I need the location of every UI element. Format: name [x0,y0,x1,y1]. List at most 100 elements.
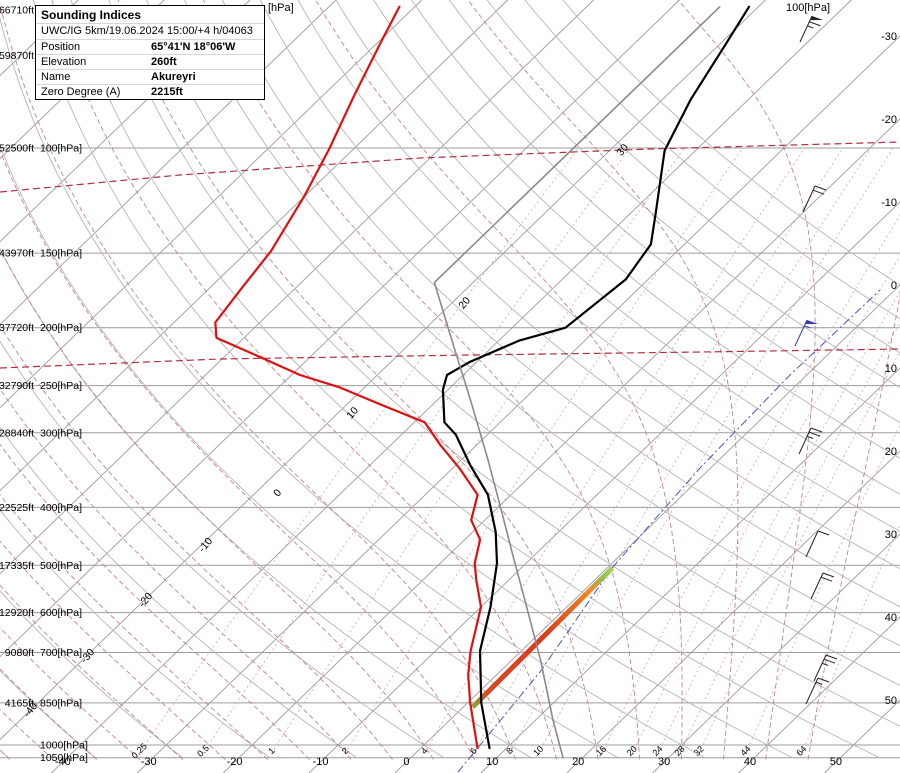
pressure-label: 100[hPa] [40,143,82,155]
barb-full-tick [817,530,830,536]
barb-full-tick [820,576,833,582]
moist-adiabat-line [315,0,683,760]
bottom-temp-label: 50 [830,756,842,768]
mixing-ratio-line [743,424,900,759]
altitude-label: 4165ft [5,697,34,709]
dry-adiabat-line [448,0,900,389]
dry-adiabat-line [486,0,900,354]
wind-barb [802,185,827,213]
mixing-ratio-label: 10 [531,744,545,758]
right-temp-label: 50 [885,695,897,707]
wind-barb [805,677,830,705]
isotherm-line [394,284,900,773]
isotherm-line [0,0,594,575]
barb-flag [810,16,823,21]
mixing-ratio-line [677,321,900,759]
wind-barb [813,654,838,682]
mixing-ratio-line [268,147,685,759]
right-temp-label: 10 [885,363,897,375]
barb-full-tick [823,658,836,664]
isotherm-line [0,0,423,409]
pressure-label: 850[hPa] [40,697,82,709]
aux-blue-line [457,289,881,773]
row-label: Zero Degree (A) [41,86,121,98]
aux-dashed-curve [0,348,900,369]
barb-half-tick [821,662,829,666]
dry-adiabat-line [108,0,900,727]
adiabat-label: -10 [196,535,215,554]
pressure-label: 400[hPa] [40,502,82,514]
barb-full-tick [817,677,830,683]
mixing-ratio-line [341,147,744,759]
panel-row-name: Name Akureyri [36,69,264,84]
barb-shaft [805,530,819,558]
barb-shaft [802,185,816,213]
row-label: Elevation [41,56,87,68]
mixing-ratio-line [598,214,900,759]
dry-adiabat-line [0,340,445,759]
mixing-ratio-line [506,147,872,759]
barb-flag [805,320,818,325]
panel-row-zero-degree: Zero Degree (A) 2215ft [36,84,264,99]
moist-adiabat-line [677,0,816,760]
isotherm-line [0,0,766,741]
dry-adiabat-line [0,426,358,759]
isotherm-line [0,0,165,160]
moist-adiabat-line [117,0,599,760]
bottom-temp-label: -20 [227,756,243,768]
mixing-ratio-label: 64 [794,744,808,758]
moist-adiabat-line [0,2,517,760]
dry-adiabat-line [335,0,900,495]
pressure-label: 200[hPa] [40,322,82,334]
dry-adiabat-line [0,749,10,759]
panel-row-position: Position 65°41'N 18°06'W [36,39,264,54]
moist-adiabat-line [0,149,475,760]
dry-adiabat-line [0,248,532,759]
adiabat-label: 10 [344,405,361,422]
altitude-label: 37720ft [0,322,34,334]
pressure-label: 500[hPa] [40,560,82,572]
mixing-ratio-label: 16 [594,744,608,758]
mixing-ratio-label: 4 [419,746,430,757]
dry-adiabat-line [0,509,271,759]
barb-shaft [813,654,827,682]
mixing-ratio-line [629,255,900,759]
mixing-ratio-line [470,147,844,759]
right-temp-label: -30 [881,31,897,43]
right-temp-label: 30 [885,529,897,541]
barb-half-tick [815,681,823,685]
dry-adiabat-line [184,0,900,647]
hpa-unit-label: [hPa] [268,2,294,14]
aux-dashed-curve [0,141,900,193]
wind-barb-column [794,15,838,705]
barb-half-tick [804,325,811,329]
isotherm-line [566,450,900,773]
isotherm-line [738,616,900,773]
mixing-ratio-line [199,147,631,759]
dry-adiabat-line [0,144,620,759]
temperature-trace [441,5,751,750]
barb-full-tick [812,189,825,195]
altitude-label: 17335ft [0,560,34,572]
right-temp-label: -20 [881,114,897,126]
altitude-label: 66710ft [0,5,34,17]
mixing-ratio-lines [135,147,900,759]
isotherm-line [0,0,680,658]
wind-barb [794,319,818,347]
dry-adiabat-line [259,0,900,570]
dry-adiabat-line [373,0,900,459]
adiabat-label: 0 [271,487,284,499]
wind-barb [805,530,830,558]
moist-adiabat-line [0,247,434,760]
barb-half-tick [806,435,814,439]
isotherm-line [0,0,337,326]
highlight-layer [470,566,615,709]
dry-adiabat-line [221,0,900,608]
moist-adiabat-line [202,0,641,760]
reference-trace [433,6,721,759]
isotherm-line [0,0,509,492]
